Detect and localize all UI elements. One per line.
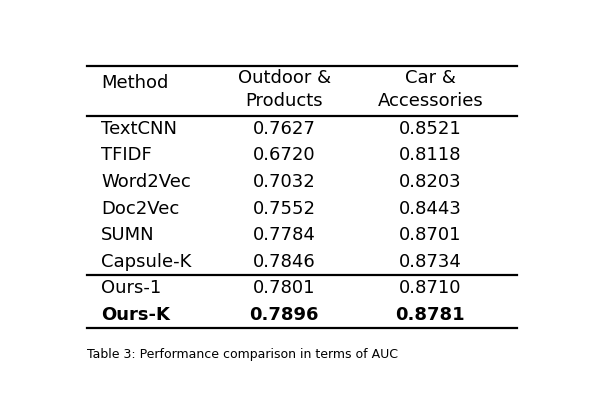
Text: 0.7784: 0.7784	[253, 226, 316, 244]
Text: Ours-K: Ours-K	[101, 306, 170, 324]
Text: Products: Products	[245, 92, 323, 110]
Text: Accessories: Accessories	[378, 92, 483, 110]
Text: Doc2Vec: Doc2Vec	[101, 200, 179, 218]
Text: 0.8701: 0.8701	[399, 226, 461, 244]
Text: 0.8118: 0.8118	[399, 146, 461, 164]
Text: 0.7552: 0.7552	[253, 200, 316, 218]
Text: 0.8203: 0.8203	[399, 173, 462, 191]
Text: 0.8443: 0.8443	[399, 200, 462, 218]
Text: 0.8781: 0.8781	[395, 306, 466, 324]
Text: Method: Method	[101, 74, 169, 92]
Text: 0.8521: 0.8521	[399, 120, 462, 138]
Text: Outdoor &: Outdoor &	[238, 69, 330, 87]
Text: Car &: Car &	[405, 69, 456, 87]
Text: 0.7627: 0.7627	[253, 120, 316, 138]
Text: 0.6720: 0.6720	[253, 146, 316, 164]
Text: 0.8710: 0.8710	[399, 280, 461, 297]
Text: Ours-1: Ours-1	[101, 280, 162, 297]
Text: Word2Vec: Word2Vec	[101, 173, 191, 191]
Text: SUMN: SUMN	[101, 226, 155, 244]
Text: 0.7801: 0.7801	[253, 280, 315, 297]
Text: 0.7846: 0.7846	[253, 253, 316, 271]
Text: TFIDF: TFIDF	[101, 146, 152, 164]
Text: 0.8734: 0.8734	[399, 253, 462, 271]
Text: TextCNN: TextCNN	[101, 120, 177, 138]
Text: 0.7032: 0.7032	[253, 173, 316, 191]
Text: 0.7896: 0.7896	[250, 306, 319, 324]
Text: Capsule-K: Capsule-K	[101, 253, 192, 271]
Text: Table 3: Performance comparison in terms of AUC: Table 3: Performance comparison in terms…	[87, 348, 398, 361]
